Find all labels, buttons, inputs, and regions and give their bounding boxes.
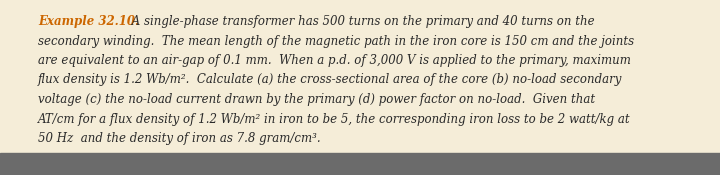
Text: secondary winding.  The mean length of the magnetic path in the iron core is 150: secondary winding. The mean length of th… bbox=[38, 34, 634, 47]
Text: flux density is 1.2 Wb/m².  Calculate (a) the cross-sectional area of the core (: flux density is 1.2 Wb/m². Calculate (a)… bbox=[38, 74, 622, 86]
Text: A single-phase transformer has 500 turns on the primary and 40 turns on the: A single-phase transformer has 500 turns… bbox=[128, 15, 595, 28]
Text: voltage (c) the no-load current drawn by the primary (d) power factor on no-load: voltage (c) the no-load current drawn by… bbox=[38, 93, 595, 106]
Bar bbox=[0, 153, 720, 175]
Text: AT/cm for a flux density of 1.2 Wb/m² in iron to be 5, the corresponding iron lo: AT/cm for a flux density of 1.2 Wb/m² in… bbox=[38, 113, 631, 125]
Text: Example 32.10.: Example 32.10. bbox=[38, 15, 139, 28]
Text: 50 Hz  and the density of iron as 7.8 gram/cm³.: 50 Hz and the density of iron as 7.8 gra… bbox=[38, 132, 320, 145]
Text: are equivalent to an air-gap of 0.1 mm.  When a p.d. of 3,000 V is applied to th: are equivalent to an air-gap of 0.1 mm. … bbox=[38, 54, 631, 67]
